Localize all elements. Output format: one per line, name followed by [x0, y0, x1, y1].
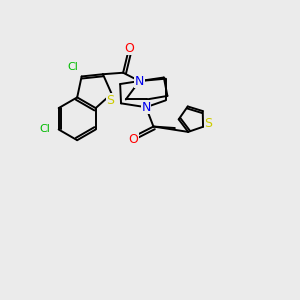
Text: S: S	[106, 94, 114, 107]
Text: O: O	[129, 133, 139, 146]
Text: N: N	[141, 101, 151, 114]
Text: N: N	[135, 75, 144, 88]
Text: Cl: Cl	[68, 62, 79, 72]
Text: S: S	[204, 117, 212, 130]
Text: Cl: Cl	[39, 124, 50, 134]
Text: O: O	[124, 42, 134, 55]
